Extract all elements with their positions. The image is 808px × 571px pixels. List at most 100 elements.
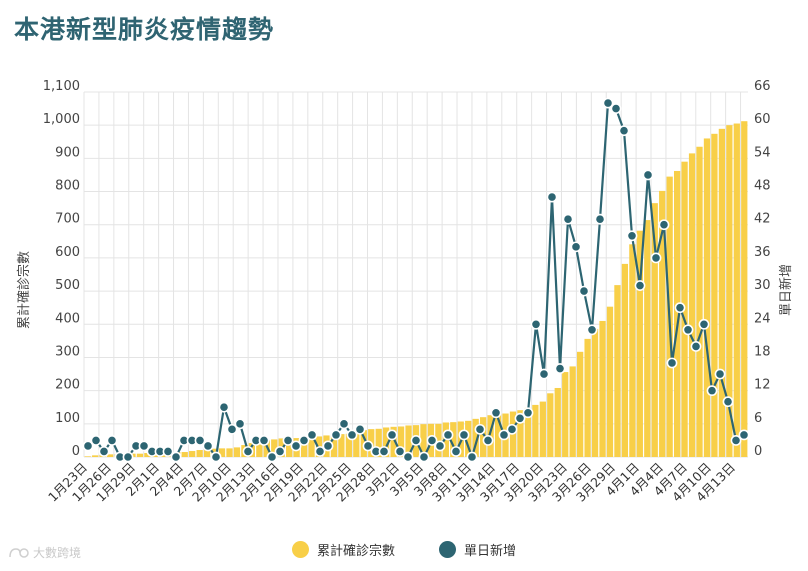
line-point[interactable] — [242, 446, 254, 457]
bar[interactable] — [599, 320, 606, 457]
line-point[interactable] — [650, 252, 662, 264]
line-point[interactable] — [362, 440, 374, 452]
line-point[interactable] — [626, 230, 638, 242]
line-point[interactable] — [642, 169, 654, 181]
line-point[interactable] — [514, 412, 526, 424]
line-point[interactable] — [442, 429, 454, 441]
line-point[interactable] — [378, 446, 390, 457]
bar[interactable] — [450, 422, 457, 457]
line-point[interactable] — [602, 97, 614, 109]
bar[interactable] — [84, 456, 91, 457]
bar[interactable] — [569, 366, 576, 457]
bar[interactable] — [271, 439, 278, 457]
bar[interactable] — [196, 450, 203, 457]
line-point[interactable] — [282, 435, 294, 446]
line-point[interactable] — [434, 440, 446, 452]
line-point[interactable] — [450, 446, 462, 457]
bar[interactable] — [435, 423, 442, 457]
bar[interactable] — [181, 452, 188, 457]
bar[interactable] — [524, 407, 532, 457]
line-point[interactable] — [722, 396, 734, 408]
line-point[interactable] — [106, 435, 118, 446]
bar[interactable] — [375, 428, 382, 457]
line-point[interactable] — [290, 440, 302, 452]
bar[interactable] — [614, 285, 621, 457]
line-point[interactable] — [210, 451, 222, 463]
line-point[interactable] — [562, 213, 574, 225]
bar[interactable] — [330, 434, 338, 457]
line-point[interactable] — [546, 191, 558, 203]
bar[interactable] — [226, 448, 233, 457]
line-point[interactable] — [674, 302, 686, 314]
bar[interactable] — [636, 230, 643, 457]
bar[interactable] — [397, 426, 405, 457]
line-point[interactable] — [386, 429, 398, 441]
bar[interactable] — [286, 438, 293, 457]
line-point[interactable] — [666, 357, 678, 369]
bar[interactable] — [703, 138, 711, 458]
bar[interactable] — [562, 372, 569, 457]
legend-item-daily[interactable]: 單日新增 — [439, 540, 516, 559]
line-point[interactable] — [170, 451, 182, 463]
bar[interactable] — [92, 455, 99, 457]
line-point[interactable] — [410, 435, 422, 446]
bar[interactable] — [256, 440, 263, 457]
bar[interactable] — [644, 220, 651, 457]
bar[interactable] — [584, 338, 591, 457]
line-point[interactable] — [274, 446, 286, 457]
line-point[interactable] — [314, 446, 326, 457]
line-point[interactable] — [714, 368, 726, 380]
bar[interactable] — [577, 351, 584, 457]
line-point[interactable] — [218, 401, 230, 413]
line-point[interactable] — [330, 429, 342, 441]
line-point[interactable] — [730, 435, 742, 446]
bar[interactable] — [532, 404, 539, 457]
line-point[interactable] — [522, 407, 534, 419]
line-point[interactable] — [482, 435, 494, 446]
line-point[interactable] — [594, 213, 606, 225]
line-point[interactable] — [226, 423, 238, 435]
bar[interactable] — [300, 437, 308, 457]
bar[interactable] — [591, 328, 599, 457]
bar[interactable] — [465, 420, 472, 457]
bar[interactable] — [494, 413, 502, 457]
bar[interactable] — [353, 432, 360, 457]
line-point[interactable] — [506, 423, 518, 435]
line-point[interactable] — [618, 125, 630, 137]
bar[interactable] — [547, 393, 554, 457]
bar[interactable] — [554, 387, 561, 457]
bar[interactable] — [629, 244, 636, 457]
line-point[interactable] — [578, 285, 590, 297]
line-point[interactable] — [234, 418, 246, 430]
line-point[interactable] — [426, 435, 438, 446]
bar[interactable] — [673, 170, 681, 458]
line-point[interactable] — [458, 429, 470, 441]
line-point[interactable] — [258, 435, 270, 446]
line-point[interactable] — [354, 423, 366, 435]
line-point[interactable] — [298, 435, 310, 446]
bar[interactable] — [189, 451, 196, 457]
line-point[interactable] — [194, 435, 206, 446]
line-point[interactable] — [538, 368, 550, 380]
line-point[interactable] — [90, 435, 102, 446]
bar[interactable] — [659, 190, 666, 457]
bar[interactable] — [383, 427, 390, 457]
line-point[interactable] — [402, 451, 414, 463]
line-point[interactable] — [466, 451, 478, 463]
line-point[interactable] — [490, 407, 502, 419]
bar[interactable] — [144, 453, 151, 457]
bar[interactable] — [733, 123, 740, 457]
bar[interactable] — [405, 425, 412, 457]
line-point[interactable] — [202, 440, 214, 452]
legend-item-cumulative[interactable]: 累計確診宗數 — [291, 540, 395, 559]
bar[interactable] — [308, 437, 315, 457]
bar[interactable] — [718, 128, 726, 457]
bar[interactable] — [726, 125, 733, 457]
line-point[interactable] — [634, 280, 646, 291]
line-point[interactable] — [322, 440, 334, 452]
line-point[interactable] — [394, 446, 406, 457]
bar[interactable] — [539, 401, 546, 457]
bar[interactable] — [472, 418, 479, 457]
bar[interactable] — [420, 424, 427, 457]
line-point[interactable] — [658, 219, 670, 231]
